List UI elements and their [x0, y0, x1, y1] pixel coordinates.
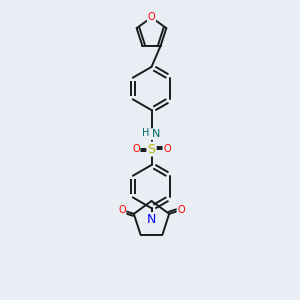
Text: O: O	[132, 144, 140, 154]
Text: S: S	[148, 142, 155, 156]
Text: N: N	[147, 213, 156, 226]
Text: O: O	[177, 205, 185, 215]
Text: N: N	[152, 129, 160, 139]
Text: O: O	[163, 144, 171, 154]
Text: H: H	[142, 128, 150, 139]
Text: O: O	[148, 12, 155, 22]
Text: O: O	[118, 205, 126, 215]
